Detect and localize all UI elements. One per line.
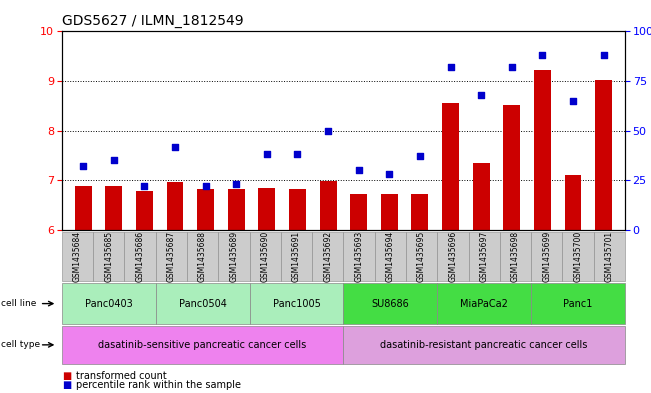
Text: GSM1435698: GSM1435698: [511, 231, 520, 282]
Bar: [564, 175, 581, 230]
Point: [170, 143, 180, 150]
Text: GSM1435696: GSM1435696: [449, 231, 458, 282]
Text: GSM1435687: GSM1435687: [167, 231, 176, 282]
Bar: [75, 186, 92, 230]
Text: ■: ■: [62, 380, 71, 390]
Text: GSM1435694: GSM1435694: [386, 231, 395, 282]
Point: [109, 157, 119, 163]
Point: [353, 167, 364, 174]
Bar: [167, 182, 184, 230]
Bar: [320, 181, 337, 230]
Bar: [350, 194, 367, 230]
Text: GSM1435689: GSM1435689: [229, 231, 238, 282]
Point: [201, 183, 211, 189]
Bar: [595, 80, 612, 230]
Text: GSM1435692: GSM1435692: [324, 231, 332, 282]
Bar: [258, 188, 275, 230]
Text: GDS5627 / ILMN_1812549: GDS5627 / ILMN_1812549: [62, 14, 243, 28]
Bar: [105, 186, 122, 230]
Bar: [228, 189, 245, 230]
Text: GSM1435693: GSM1435693: [355, 231, 363, 282]
Text: MiaPaCa2: MiaPaCa2: [460, 299, 508, 309]
Point: [323, 127, 333, 134]
Point: [292, 151, 303, 158]
Bar: [534, 70, 551, 230]
Text: GSM1435701: GSM1435701: [605, 231, 614, 282]
Text: GSM1435686: GSM1435686: [135, 231, 145, 282]
Text: GSM1435695: GSM1435695: [417, 231, 426, 282]
Point: [537, 52, 547, 59]
Point: [598, 52, 609, 59]
Bar: [503, 105, 520, 230]
Text: ■: ■: [62, 371, 71, 381]
Bar: [411, 194, 428, 230]
Text: Panc0504: Panc0504: [178, 299, 227, 309]
Text: Panc1005: Panc1005: [273, 299, 320, 309]
Text: transformed count: transformed count: [76, 371, 167, 381]
Point: [568, 98, 578, 104]
Text: cell line: cell line: [1, 299, 36, 308]
Text: percentile rank within the sample: percentile rank within the sample: [76, 380, 241, 390]
Text: cell type: cell type: [1, 340, 40, 349]
Text: GSM1435691: GSM1435691: [292, 231, 301, 282]
Text: GSM1435699: GSM1435699: [542, 231, 551, 282]
Text: GSM1435690: GSM1435690: [260, 231, 270, 282]
Point: [415, 153, 425, 160]
Bar: [289, 189, 306, 230]
Bar: [197, 189, 214, 230]
Point: [78, 163, 89, 169]
Bar: [442, 103, 459, 230]
Bar: [473, 163, 490, 230]
Bar: [136, 191, 153, 230]
Text: dasatinib-sensitive pancreatic cancer cells: dasatinib-sensitive pancreatic cancer ce…: [98, 340, 307, 350]
Text: Panc0403: Panc0403: [85, 299, 133, 309]
Point: [506, 64, 517, 70]
Point: [262, 151, 272, 158]
Point: [139, 183, 150, 189]
Text: GSM1435685: GSM1435685: [104, 231, 113, 282]
Point: [384, 171, 395, 178]
Point: [445, 64, 456, 70]
Point: [231, 181, 242, 187]
Point: [476, 92, 486, 98]
Text: Panc1: Panc1: [563, 299, 592, 309]
Text: GSM1435700: GSM1435700: [574, 231, 583, 282]
Text: dasatinib-resistant pancreatic cancer cells: dasatinib-resistant pancreatic cancer ce…: [380, 340, 588, 350]
Text: GSM1435688: GSM1435688: [198, 231, 207, 282]
Text: SU8686: SU8686: [372, 299, 409, 309]
Bar: [381, 194, 398, 230]
Text: GSM1435684: GSM1435684: [73, 231, 82, 282]
Text: GSM1435697: GSM1435697: [480, 231, 489, 282]
